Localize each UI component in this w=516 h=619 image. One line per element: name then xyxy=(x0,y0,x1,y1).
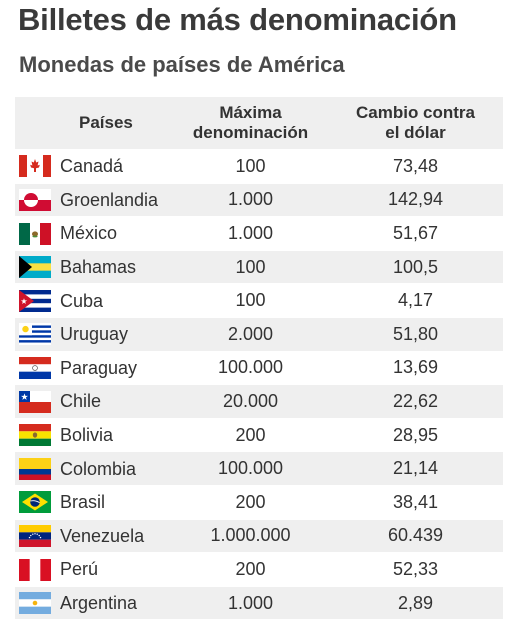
country-name: Perú xyxy=(60,559,98,579)
max-denomination-cell: 2.000 xyxy=(173,317,328,351)
country-name: Groenlandia xyxy=(60,190,158,210)
exchange-rate-cell: 28,95 xyxy=(328,418,503,452)
country-name: Paraguay xyxy=(60,357,137,377)
max-denomination-cell: 100 xyxy=(173,284,328,318)
country-name: Chile xyxy=(60,391,101,411)
max-denomination-cell: 100 xyxy=(173,250,328,284)
country-name: Uruguay xyxy=(60,324,128,344)
country-cell: Chile xyxy=(15,385,173,419)
chile-flag-icon xyxy=(19,391,51,413)
exchange-rate-cell: 51,80 xyxy=(328,317,503,351)
max-denomination-cell: 200 xyxy=(173,485,328,519)
max-denomination-cell: 100.000 xyxy=(173,351,328,385)
paraguay-flag-icon xyxy=(19,357,51,379)
max-denomination-cell: 1.000 xyxy=(173,217,328,251)
max-denomination-cell: 1.000.000 xyxy=(173,519,328,553)
country-cell: Perú xyxy=(15,553,173,587)
country-cell: Venezuela xyxy=(15,519,173,553)
peru-flag-icon xyxy=(19,559,51,581)
cuba-flag-icon xyxy=(19,290,51,312)
exchange-rate-cell: 22,62 xyxy=(328,385,503,419)
brazil-flag-icon xyxy=(19,491,51,513)
chart-subtitle: Monedas de países de América xyxy=(19,52,345,78)
column-header-countries: Países xyxy=(15,97,173,150)
country-cell: Paraguay xyxy=(15,351,173,385)
country-cell: Groenlandia xyxy=(15,183,173,217)
mexico-flag-icon xyxy=(19,223,51,245)
exchange-rate-cell: 4,17 xyxy=(328,284,503,318)
exchange-rate-cell: 142,94 xyxy=(328,183,503,217)
country-name: Venezuela xyxy=(60,525,144,545)
country-cell: Argentina xyxy=(15,586,173,619)
exchange-rate-cell: 100,5 xyxy=(328,250,503,284)
country-cell: Bolivia xyxy=(15,418,173,452)
venezuela-flag-icon xyxy=(19,525,51,547)
exchange-rate-cell: 60.439 xyxy=(328,519,503,553)
country-cell: Bahamas xyxy=(15,250,173,284)
country-name: Canadá xyxy=(60,156,123,176)
exchange-rate-cell: 52,33 xyxy=(328,553,503,587)
exchange-rate-cell: 13,69 xyxy=(328,351,503,385)
country-cell: México xyxy=(15,217,173,251)
exchange-rate-cell: 38,41 xyxy=(328,485,503,519)
country-name: Bahamas xyxy=(60,257,136,277)
country-cell: Uruguay xyxy=(15,317,173,351)
bolivia-flag-icon xyxy=(19,424,51,446)
exchange-rate-cell: 51,67 xyxy=(328,217,503,251)
exchange-rate-cell: 21,14 xyxy=(328,452,503,486)
exchange-rate-cell: 2,89 xyxy=(328,586,503,619)
exchange-rate-cell: 73,48 xyxy=(328,150,503,184)
canada-flag-icon xyxy=(19,155,51,177)
max-denomination-cell: 20.000 xyxy=(173,385,328,419)
country-name: Argentina xyxy=(60,593,137,613)
uruguay-flag-icon xyxy=(19,323,51,345)
max-denomination-cell: 200 xyxy=(173,553,328,587)
country-cell: Brasil xyxy=(15,485,173,519)
country-cell: Cuba xyxy=(15,284,173,318)
colombia-flag-icon xyxy=(19,458,51,480)
max-denomination-cell: 1.000 xyxy=(173,183,328,217)
country-name: Bolivia xyxy=(60,425,113,445)
country-name: Colombia xyxy=(60,458,136,478)
country-name: México xyxy=(60,223,117,243)
country-cell: Colombia xyxy=(15,452,173,486)
argentina-flag-icon xyxy=(19,592,51,614)
max-denomination-cell: 1.000 xyxy=(173,586,328,619)
max-denomination-cell: 100 xyxy=(173,150,328,184)
bahamas-flag-icon xyxy=(19,256,51,278)
max-denomination-cell: 100.000 xyxy=(173,452,328,486)
country-name: Cuba xyxy=(60,290,103,310)
chart-title: Billetes de más denominación xyxy=(18,2,457,38)
country-name: Brasil xyxy=(60,492,105,512)
country-cell: Canadá xyxy=(15,150,173,184)
max-denomination-cell: 200 xyxy=(173,418,328,452)
greenland-flag-icon xyxy=(19,189,51,211)
